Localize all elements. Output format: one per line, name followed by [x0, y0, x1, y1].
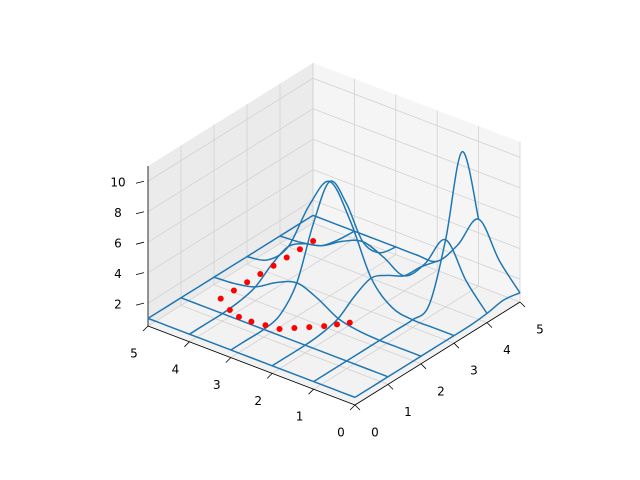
scatter-point	[257, 270, 264, 277]
tick-mark	[420, 363, 427, 370]
scatter-point	[248, 318, 255, 325]
scatter-point	[333, 321, 340, 328]
grid-line	[271, 270, 438, 374]
tick-mark	[225, 357, 232, 363]
scatter-point	[262, 322, 269, 329]
y-tick-label: 4	[172, 362, 180, 376]
grid-line	[147, 199, 314, 304]
tick-mark	[349, 404, 356, 411]
wire-row	[147, 317, 356, 399]
scatter-point	[291, 325, 298, 332]
grid-line	[147, 169, 314, 274]
grid-line	[312, 77, 521, 158]
z-tick-label: 2	[114, 298, 122, 312]
scatter-point	[310, 238, 317, 245]
tick-mark	[184, 341, 190, 348]
x-axis-line	[354, 301, 521, 406]
wire-row	[213, 276, 422, 357]
scatter-point	[321, 323, 328, 330]
scatter-point	[226, 307, 233, 314]
grid-line	[246, 263, 455, 344]
tick-mark	[387, 384, 394, 390]
y-tick-label: 0	[337, 426, 345, 440]
scatter-point	[244, 279, 251, 286]
grid-line	[147, 138, 314, 243]
tick-mark	[135, 180, 145, 184]
x-tick-label: 4	[503, 343, 511, 357]
scatter-point	[217, 295, 224, 302]
grid-line	[279, 243, 488, 323]
tick-mark	[135, 241, 145, 245]
tick-mark	[486, 322, 493, 328]
scatter-point	[283, 254, 290, 261]
wire-row	[180, 297, 389, 378]
y-tick-label: 1	[296, 410, 304, 424]
grid-line	[147, 222, 314, 327]
scatter-point	[230, 287, 237, 294]
grid-line	[313, 285, 479, 390]
wire-col	[271, 260, 438, 367]
x-tick-label: 3	[470, 364, 478, 378]
tick-mark	[519, 301, 526, 308]
scatter-point	[296, 246, 303, 253]
y-axis-line	[147, 325, 356, 406]
tick-mark	[135, 272, 145, 276]
tick-mark	[135, 211, 145, 215]
grid-line	[312, 169, 521, 250]
wire-row	[312, 214, 521, 294]
pane-back-left	[148, 63, 313, 326]
wire-col	[230, 180, 397, 351]
x-tick-label: 5	[536, 323, 544, 337]
scatter-point	[270, 262, 277, 269]
scatter-point	[306, 324, 313, 331]
tick-mark	[266, 373, 273, 379]
y-tick-label: 3	[213, 378, 221, 392]
grid-line	[147, 108, 314, 213]
grid-line	[147, 77, 314, 182]
z-tick-label: 6	[114, 237, 122, 251]
wire-col	[147, 214, 314, 320]
grid-line	[312, 138, 521, 219]
scatter-point	[346, 319, 353, 326]
wire-col	[313, 150, 480, 383]
tick-mark	[354, 404, 361, 411]
z-tick-label: 10	[110, 176, 125, 190]
tick-mark	[308, 388, 314, 395]
y-tick-label: 5	[130, 347, 138, 361]
grid-line	[213, 284, 422, 365]
z-tick-label: 8	[114, 206, 122, 220]
x-tick-label: 0	[371, 426, 379, 440]
scatter-point	[235, 313, 242, 320]
grid-line	[312, 108, 521, 189]
grid-line	[189, 238, 355, 343]
grid-line	[312, 222, 521, 303]
z-tick-label: 4	[114, 267, 122, 281]
tick-mark	[135, 302, 145, 306]
x-tick-label: 1	[404, 405, 412, 419]
y-tick-label: 2	[254, 394, 262, 408]
x-tick-label: 2	[437, 384, 445, 398]
scatter-point	[276, 326, 283, 333]
tick-mark	[453, 342, 460, 349]
wire-col	[354, 292, 521, 399]
tick-mark	[142, 325, 149, 332]
